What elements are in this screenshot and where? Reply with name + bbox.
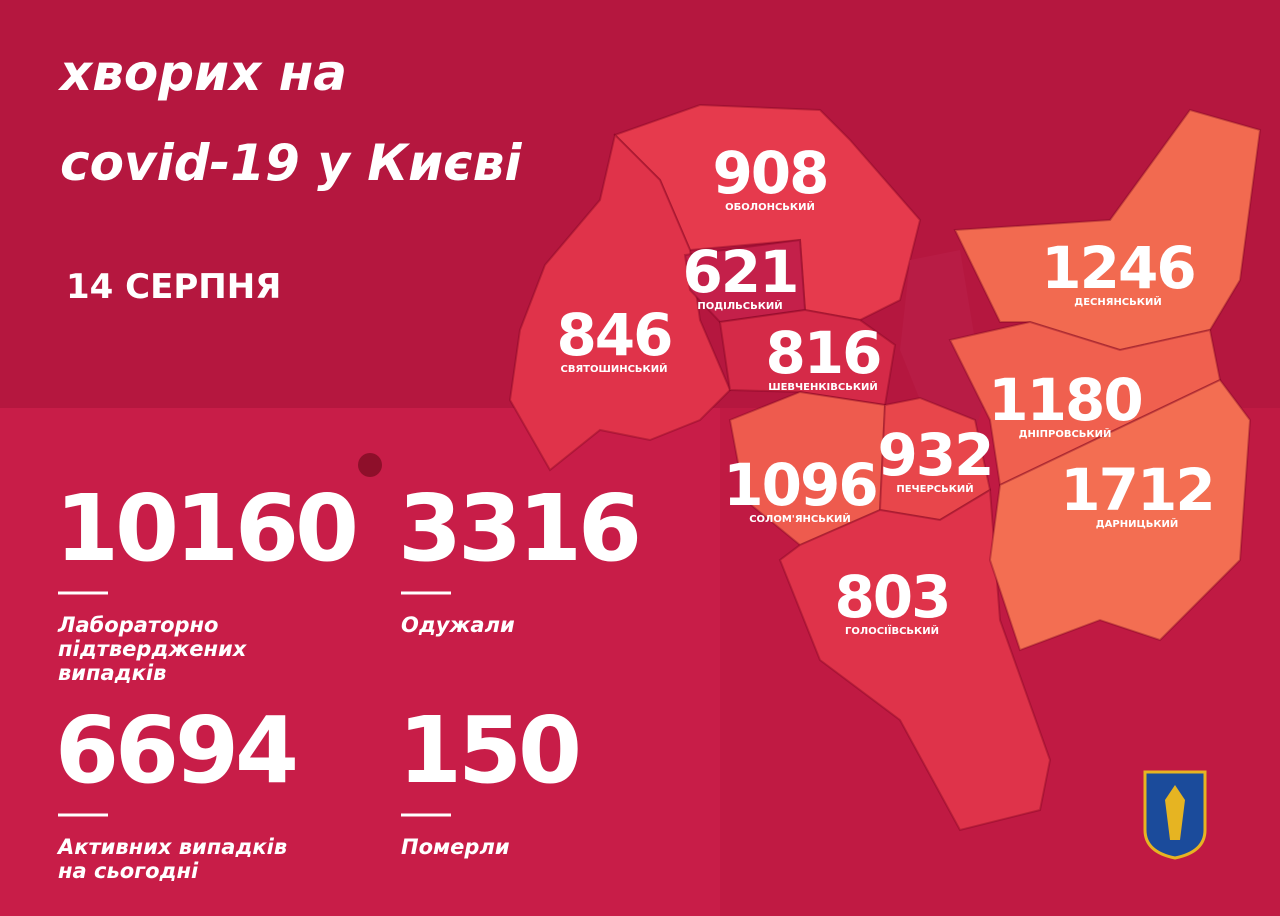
district-cases: 1096 <box>723 451 876 519</box>
stats-panel <box>0 408 720 916</box>
stat-value: 150 <box>398 697 578 804</box>
date: 14 СЕРПНЯ <box>66 267 281 307</box>
virus-icon <box>358 453 382 477</box>
stat-value: 3316 <box>398 475 638 582</box>
district-name: СВЯТОШИНСЬКИЙ <box>561 362 668 375</box>
district-cases: 621 <box>682 238 797 306</box>
district-dniprovskyi <box>948 320 1222 487</box>
stat-label: Лабораторно <box>57 613 218 637</box>
title-line: covid-19 у Києві <box>60 134 522 192</box>
district-cases: 803 <box>834 563 949 631</box>
stat-label: на сьогодні <box>58 859 199 883</box>
stat-label: Активних випадків <box>56 835 287 859</box>
district-desnianskyi <box>953 108 1262 352</box>
district-cases: 846 <box>556 301 671 369</box>
district-cases: 1246 <box>1041 234 1194 302</box>
district-name: ДАРНИЦЬКИЙ <box>1096 517 1179 530</box>
stat-label: підтверджених <box>58 637 248 661</box>
title-line: хворих на <box>57 44 347 102</box>
district-name: ДЕСНЯНСЬКИЙ <box>1074 295 1161 308</box>
stat-value: 10160 <box>55 475 355 582</box>
stat-value: 6694 <box>55 697 295 804</box>
district-sviatoshynskyi <box>508 133 732 472</box>
district-obolonskyi <box>613 103 922 322</box>
district-name: ГОЛОСІЇВСЬКИЙ <box>845 623 939 637</box>
district-name: ПОДІЛЬСЬКИЙ <box>697 299 782 312</box>
district-name: ШЕВЧЕНКІВСЬКИЙ <box>768 380 877 393</box>
district-name: ПЕЧЕРСЬКИЙ <box>896 482 973 495</box>
district-cases: 1712 <box>1060 456 1213 524</box>
district-cases: 908 <box>712 139 827 207</box>
river <box>900 250 985 430</box>
emblem <box>1143 770 1207 860</box>
district-cases: 1180 <box>988 366 1141 434</box>
stat-label: випадків <box>58 661 166 685</box>
district-name: СОЛОМ'ЯНСЬКИЙ <box>749 512 851 525</box>
district-holosiivskyi <box>778 488 1052 832</box>
district-cases: 932 <box>877 421 992 489</box>
district-cases: 816 <box>765 319 880 387</box>
district-name: ДНІПРОВСЬКИЙ <box>1019 427 1112 440</box>
stat-label: Померли <box>401 835 510 859</box>
district-darnytskyi <box>988 378 1252 652</box>
map <box>508 103 1262 832</box>
stat-label: Одужали <box>401 613 515 637</box>
district-name: ОБОЛОНСЬКИЙ <box>725 200 815 213</box>
district-shevchenkivskyi <box>718 308 897 407</box>
